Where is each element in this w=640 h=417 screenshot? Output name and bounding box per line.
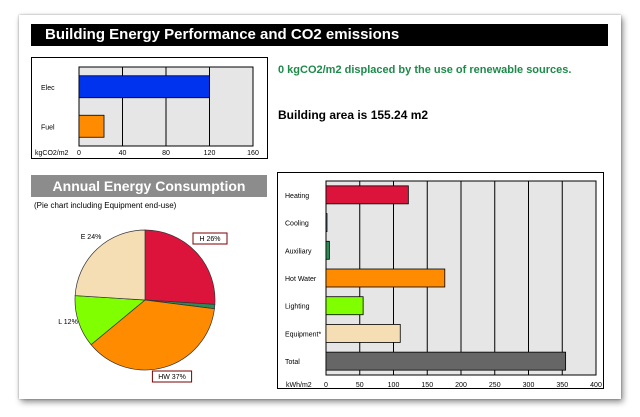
tick-label: 0 — [77, 150, 81, 157]
bar-cooling — [325, 213, 328, 232]
tick-label: 250 — [489, 382, 501, 388]
category-label: Fuel — [41, 124, 55, 131]
pie-label-box — [151, 370, 193, 383]
tick-label: 50 — [356, 382, 364, 388]
pie-label: E 24% — [81, 234, 102, 241]
category-label: Heating — [285, 193, 309, 200]
category-label: Total — [285, 359, 300, 366]
category-label: Hot Water — [285, 276, 317, 283]
category-label: Cooling — [285, 221, 309, 228]
tick-label: 200 — [455, 382, 467, 388]
tick-label: 300 — [523, 382, 535, 388]
bar-equipment — [325, 324, 401, 343]
tick-label: 120 — [204, 150, 216, 157]
bar-lighting — [325, 296, 364, 316]
bar-elec — [78, 75, 210, 99]
pie-label: H 26% — [199, 236, 220, 243]
renewable-note: 0 kgCO2/m2 displaced by the use of renew… — [278, 64, 572, 76]
pie-slice-equipment — [74, 229, 146, 301]
section-title: Annual Energy Consumption — [31, 175, 267, 197]
building-area: Building area is 155.24 m2 — [278, 108, 429, 122]
bar-fuel — [78, 114, 105, 138]
pie-note: (Pie chart including Equipment end-use) — [34, 201, 177, 210]
tick-label: 100 — [388, 382, 400, 388]
pie-slice-hot-water — [90, 299, 215, 371]
energy-bar-chart: 0 50 100 150 200 250 300 350 400 Heating Cooling Au… — [285, 180, 602, 388]
co2-chart-panel: 0 40 80 120 160 Elec Fuel kgCO2/m2 — [31, 57, 268, 159]
pie-label-box — [192, 232, 228, 245]
category-label: Elec — [41, 85, 55, 92]
category-label: Auxiliary — [285, 248, 312, 255]
bar-total — [325, 351, 567, 371]
page-title: Building Energy Performance and CO2 emis… — [31, 24, 608, 46]
pie-label: HW 37% — [158, 374, 186, 381]
category-label: Equipment* — [285, 331, 321, 338]
tick-label: 0 — [324, 382, 328, 388]
tick-label: 400 — [590, 382, 602, 388]
tick-label: 350 — [556, 382, 568, 388]
axis-label: kWh/m2 — [286, 382, 312, 388]
axis-label: kgCO2/m2 — [35, 150, 69, 157]
co2-bar-chart: 0 40 80 120 160 Elec Fuel kgCO2/m2 — [35, 66, 259, 157]
energy-pie-chart: H 26% HW 37% L 12% E 24% — [58, 229, 228, 383]
tick-label: 80 — [162, 150, 170, 157]
tick-label: 150 — [421, 382, 433, 388]
tick-label: 40 — [119, 150, 127, 157]
bar-auxiliary — [325, 240, 330, 260]
energy-chart-panel: 0 50 100 150 200 250 300 350 400 Heating Cooling Au… — [277, 172, 604, 389]
pie-label: L 12% — [58, 319, 78, 326]
bar-hot-water — [325, 268, 446, 288]
tick-label: 160 — [247, 150, 259, 157]
category-label: Lighting — [285, 304, 310, 311]
bar-heating — [325, 185, 409, 205]
pie-slice-heating — [144, 229, 216, 305]
